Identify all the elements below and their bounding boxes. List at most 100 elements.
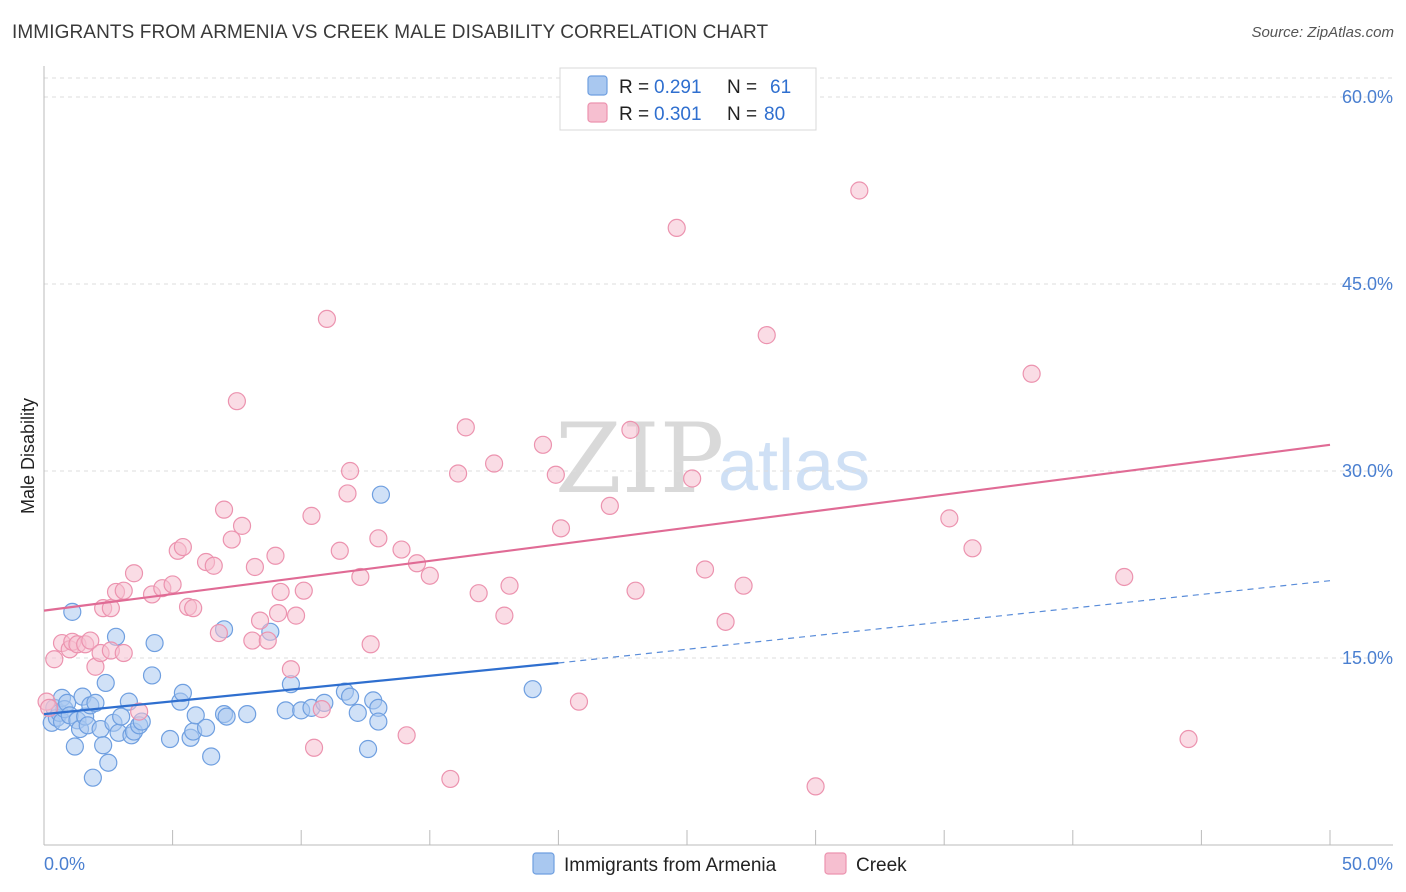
watermark-zip: ZIP: [555, 403, 724, 515]
bottom-legend-swatch-creek: [824, 852, 847, 875]
y-tick-label-45: 45.0%: [1342, 274, 1393, 294]
creek-point-72: [683, 469, 702, 488]
creek-point-74: [716, 612, 735, 631]
creek-point-65: [546, 465, 565, 484]
creek-point-52: [369, 529, 388, 548]
x-tick-max: 50.0%: [1342, 854, 1393, 874]
creek-point-45: [312, 700, 331, 719]
x-tick-min: 0.0%: [44, 854, 85, 874]
axes: [43, 66, 1393, 846]
creek-point-82: [1115, 567, 1134, 587]
creek-point-56: [420, 566, 439, 585]
armenia-point-39: [186, 706, 205, 725]
armenia-point-21: [96, 673, 115, 693]
y-tick-label-60: 60.0%: [1342, 87, 1393, 107]
creek-point-27: [204, 556, 223, 575]
creek-point-75: [734, 576, 753, 595]
legend-n-label-creek: N =: [727, 104, 757, 125]
armenia-point-17: [83, 768, 102, 787]
creek-point-66: [551, 519, 571, 538]
creek-point-81: [1022, 364, 1041, 383]
armenia-point-55: [358, 739, 378, 759]
creek-point-60: [469, 584, 488, 603]
creek-point-54: [397, 726, 416, 745]
bottom-legend-swatch-armenia: [532, 852, 555, 875]
legend-swatch-armenia: [587, 75, 608, 96]
armenia-point-36: [173, 683, 192, 703]
legend-r-label-armenia: R =: [619, 77, 649, 98]
creek-point-49: [340, 461, 360, 481]
chart-title: IMMIGRANTS FROM ARMENIA VS CREEK MALE DI…: [12, 22, 769, 43]
legend-n-value-creek: 80: [764, 104, 785, 125]
armenia-point-58: [369, 712, 388, 731]
creek-point-50: [351, 567, 370, 587]
armenia-point-53: [340, 687, 360, 706]
armenia-point-44: [217, 707, 236, 726]
creek-point-63: [500, 576, 519, 595]
creek-point-83: [1179, 729, 1198, 749]
creek-point-30: [222, 530, 241, 549]
bottom-legend: Immigrants from Armenia Creek: [532, 852, 907, 876]
series-creek-points: [37, 181, 1198, 796]
armenia-point-10: [65, 737, 84, 756]
creek-point-77: [806, 777, 825, 796]
creek-point-70: [626, 581, 645, 600]
bottom-legend-label-creek: Creek: [856, 855, 907, 876]
armenia-point-33: [145, 633, 164, 653]
creek-point-43: [302, 506, 321, 525]
legend-swatch-creek: [587, 102, 608, 123]
creek-point-46: [317, 309, 337, 329]
trend-lines: [43, 443, 1331, 716]
source-label: Source: ZipAtlas.com: [1251, 24, 1394, 41]
creek-point-31: [227, 392, 246, 411]
creek-point-80: [963, 539, 982, 558]
armenia-point-41: [202, 747, 221, 766]
armenia-point-60: [523, 680, 542, 699]
creek-point-8: [81, 631, 100, 650]
armenia-point-34: [160, 729, 180, 749]
creek-point-34: [245, 557, 265, 577]
creek-point-61: [485, 454, 504, 473]
creek-point-15: [114, 581, 133, 600]
creek-point-33: [243, 631, 262, 650]
y-tick-labels: 15.0% 30.0% 45.0% 60.0%: [1342, 87, 1393, 668]
legend-n-value-armenia: 61: [770, 77, 791, 98]
armenia-point-32: [142, 666, 162, 685]
armenia-point-40: [196, 718, 216, 737]
creek-point-78: [850, 181, 869, 200]
creek-point-64: [533, 435, 553, 454]
creek-point-29: [214, 500, 234, 519]
creek-point-25: [184, 599, 203, 618]
y-tick-label-15: 15.0%: [1342, 648, 1393, 668]
creek-point-48: [338, 484, 357, 503]
bottom-legend-label-armenia: Immigrants from Armenia: [564, 855, 777, 876]
legend-r-value-creek: 0.301: [654, 104, 702, 125]
creek-point-21: [163, 575, 182, 594]
watermark-atlas: atlas: [718, 426, 870, 506]
creek-point-42: [294, 581, 313, 600]
armenia-point-26: [112, 707, 131, 726]
creek-point-62: [495, 606, 514, 625]
armenia-point-22: [99, 753, 118, 772]
y-axis-label: Male Disability: [18, 398, 38, 514]
armenia-point-59: [371, 485, 391, 504]
creek-point-44: [304, 738, 324, 757]
creek-point-12: [101, 599, 120, 618]
creek-point-38: [268, 604, 288, 623]
creek-point-79: [940, 509, 959, 528]
creek-point-23: [173, 537, 192, 557]
armenia-point-54: [348, 703, 367, 722]
creek-point-18: [130, 702, 149, 721]
y-tick-label-30: 30.0%: [1342, 461, 1393, 481]
creek-point-67: [569, 692, 589, 711]
creek-point-28: [209, 623, 228, 643]
series-armenia-points: [42, 485, 542, 787]
trend-line-creek: [43, 443, 1331, 612]
creek-point-35: [250, 611, 270, 630]
creek-point-53: [392, 540, 411, 559]
creek-point-16: [114, 643, 133, 663]
creek-point-69: [621, 420, 640, 439]
trend-line-armenia-extension: [558, 580, 1331, 664]
creek-point-57: [441, 769, 460, 789]
